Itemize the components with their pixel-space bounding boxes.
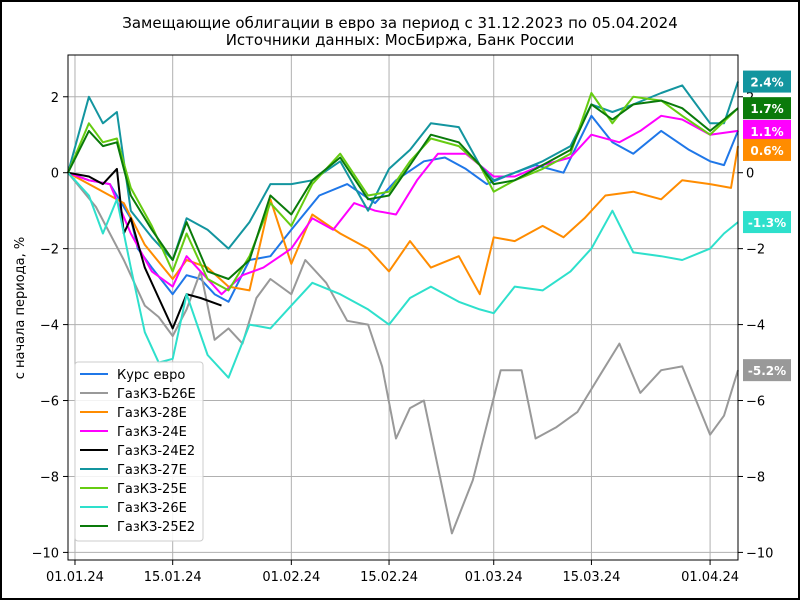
y-tick-label-right: −2 xyxy=(746,243,765,258)
end-value-label-box xyxy=(743,138,791,161)
series-line xyxy=(67,99,739,280)
end-value-label-box xyxy=(743,359,791,382)
end-value-label: -1.3% xyxy=(748,216,786,230)
end-value-label: 0.6% xyxy=(750,144,783,158)
x-tick-label: 15.03.24 xyxy=(562,570,620,585)
x-tick-label: 01.01.24 xyxy=(46,570,104,585)
grid xyxy=(68,55,738,560)
end-labels: 2.4% 1.7% 1.1% 0.6% -1.3% -5.2% xyxy=(743,70,791,382)
y-tick-label-left: −8 xyxy=(40,470,59,485)
y-tick-label-right: −8 xyxy=(746,470,765,485)
x-tick-label: 15.02.24 xyxy=(360,570,418,585)
y-tick-label-right: −4 xyxy=(746,319,765,334)
x-tick-label: 15.01.24 xyxy=(144,570,202,585)
end-value-label: 2.4% xyxy=(750,76,783,90)
y-tick-label-right: −10 xyxy=(746,546,773,561)
y-tick-label-left: −2 xyxy=(40,243,59,258)
end-value-label: 1.1% xyxy=(750,125,783,139)
y-axis-label: с начала периода, % xyxy=(13,237,28,380)
series-line xyxy=(67,172,739,535)
chart-subtitle: Источники данных: МосБиржа, Банк России xyxy=(226,31,575,49)
end-value-label-box xyxy=(743,119,791,142)
series-line xyxy=(67,114,739,296)
chart-title: Замещающие облигации в евро за период с … xyxy=(122,14,678,32)
legend-entry: Курс евро xyxy=(117,368,185,383)
legend-entry: ГазКЗ-27Е xyxy=(117,463,187,478)
x-tick-label: 01.03.24 xyxy=(465,570,523,585)
series-line xyxy=(67,167,222,330)
legend-entry: ГазКЗ-25Е2 xyxy=(117,520,195,535)
y-tick-label-left: −4 xyxy=(40,319,59,334)
legend: Курс евро ГазКЗ-Б26Е ГазКЗ-28Е ГазКЗ-24Е Газ… xyxy=(74,361,204,542)
x-tick-label: 01.02.24 xyxy=(262,570,320,585)
end-value-label-box xyxy=(743,97,791,120)
legend-entry: ГазКЗ-26Е xyxy=(117,501,187,516)
end-value-label: 1.7% xyxy=(750,102,783,116)
y-tick-label-left: −10 xyxy=(32,546,59,561)
x-tick-label: 01.04.24 xyxy=(681,570,739,585)
ticks: 2200−2−2−4−4−6−6−8−8−10−1001.01.2415.01.… xyxy=(32,91,774,585)
legend-entry: ГазКЗ-Б26Е xyxy=(117,387,196,402)
legend-entry: ГазКЗ-24Е xyxy=(117,425,187,440)
plot-area xyxy=(67,54,739,561)
legend-entry: ГазКЗ-24Е2 xyxy=(117,444,195,459)
legend-entry: ГазКЗ-25Е xyxy=(117,482,187,497)
end-value-label: -5.2% xyxy=(748,364,786,378)
y-tick-label-left: 2 xyxy=(51,91,59,106)
series-line xyxy=(67,145,739,296)
y-tick-label-right: −6 xyxy=(746,395,765,410)
legend-entry: ГазКЗ-28Е xyxy=(117,406,187,421)
legend-box xyxy=(74,361,204,542)
y-tick-label-right: 0 xyxy=(746,167,754,182)
end-value-label-box xyxy=(743,211,791,234)
y-tick-label-left: 0 xyxy=(51,167,59,182)
series-layer xyxy=(67,81,739,535)
end-value-label-box xyxy=(743,70,791,93)
y-tick-label-left: −6 xyxy=(40,395,59,410)
series-line xyxy=(67,172,739,379)
